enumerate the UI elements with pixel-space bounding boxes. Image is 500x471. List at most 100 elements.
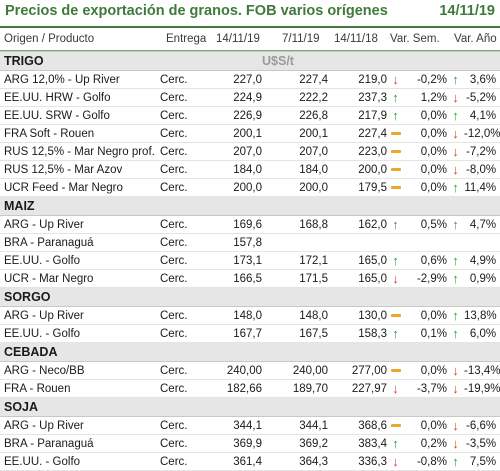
delivery-cell: Cerc.: [160, 251, 206, 270]
week-change-cell: -3,7%: [404, 379, 447, 398]
price-prev-year-cell: 227,97: [328, 379, 387, 398]
year-indicator-cell: ↑: [447, 215, 464, 234]
price-prev-week-cell: 171,5: [262, 269, 328, 288]
delivery-cell: Cerc.: [160, 88, 206, 107]
price-current-cell: 169,6: [206, 215, 262, 234]
origin-cell: RUS 12,5% - Mar Azov: [0, 160, 160, 179]
week-indicator-cell: [387, 361, 404, 380]
table-row: FRA Soft - Rouen Cerc. 200,1 200,1 227,4 0,0%…: [0, 124, 500, 143]
week-change-cell: 0,0%: [404, 416, 447, 435]
arrow-down-icon: ↓: [452, 125, 459, 141]
report-date: 14/11/19: [439, 3, 495, 19]
arrow-down-icon: ↓: [392, 453, 399, 469]
price-prev-week-cell: 167,5: [262, 324, 328, 343]
arrow-up-icon: ↑: [452, 453, 459, 469]
price-prev-week-cell: [262, 233, 328, 252]
price-prev-week-cell: 184,0: [262, 160, 328, 179]
origin-cell: RUS 12,5% - Mar Negro prof.: [0, 142, 160, 161]
delivery-cell: Cerc.: [160, 361, 206, 380]
week-change-cell: 0,0%: [404, 124, 447, 143]
arrow-down-icon: ↓: [452, 161, 459, 177]
week-indicator-cell: [387, 233, 404, 252]
delivery-cell: Cerc.: [160, 142, 206, 161]
section-name: CEBADA: [0, 342, 262, 362]
section-name: SORGO: [0, 287, 262, 307]
table-row: ARG 12,0% - Up River Cerc. 227,0 227,4 219,0…: [0, 70, 500, 89]
price-current-cell: 240,00: [206, 361, 262, 380]
origin-cell: EE.UU. - Golfo: [0, 251, 160, 270]
table-row: EE.UU. - Golfo Cerc. 361,4 364,3 336,3 ↓ -0,8%…: [0, 452, 500, 471]
week-indicator-cell: ↑: [387, 434, 404, 453]
delivery-cell: Cerc.: [160, 269, 206, 288]
unchanged-dash-icon: [390, 185, 401, 189]
arrow-down-icon: ↓: [452, 380, 459, 396]
week-indicator-cell: [387, 416, 404, 435]
origin-cell: ARG 12,0% - Up River: [0, 70, 160, 89]
year-change-cell: -13,4%: [464, 361, 500, 380]
week-change-cell: 0,6%: [404, 251, 447, 270]
arrow-up-icon: ↑: [392, 435, 399, 451]
week-change-cell: 0,0%: [404, 306, 447, 325]
year-indicator-cell: ↑: [447, 178, 464, 197]
col-year-header: Var. Año: [454, 33, 497, 45]
week-change-cell: 0,5%: [404, 215, 447, 234]
arrow-up-icon: ↑: [392, 89, 399, 105]
unit-empty: [262, 287, 500, 307]
year-change-cell: -12,0%: [464, 124, 500, 143]
price-table: TRIGO U$S/t ARG 12,0% - Up River Cerc. 227,0…: [0, 51, 500, 471]
year-change-cell: [464, 233, 500, 252]
price-prev-week-cell: 200,0: [262, 178, 328, 197]
table-row: ARG - Up River Cerc. 148,0 148,0 130,0 0,0% ↑ 1…: [0, 306, 500, 325]
price-current-cell: 167,7: [206, 324, 262, 343]
price-prev-year-cell: 336,3: [328, 452, 387, 471]
price-prev-year-cell: 165,0: [328, 269, 387, 288]
year-change-cell: 6,0%: [464, 324, 500, 343]
year-indicator-cell: ↓: [447, 379, 464, 398]
price-prev-week-cell: 240,00: [262, 361, 328, 380]
week-change-cell: 0,2%: [404, 434, 447, 453]
year-change-cell: -8,0%: [464, 160, 500, 179]
price-prev-year-cell: 368,6: [328, 416, 387, 435]
week-change-cell: 0,1%: [404, 324, 447, 343]
price-current-cell: 148,0: [206, 306, 262, 325]
year-change-cell: -3,5%: [464, 434, 500, 453]
year-change-cell: 3,6%: [464, 70, 500, 89]
year-indicator-cell: ↓: [447, 142, 464, 161]
price-prev-year-cell: 223,0: [328, 142, 387, 161]
year-change-cell: -7,2%: [464, 142, 500, 161]
price-prev-week-cell: 207,0: [262, 142, 328, 161]
year-indicator-cell: ↓: [447, 88, 464, 107]
price-prev-year-cell: [328, 233, 387, 252]
unit-empty: [262, 342, 500, 362]
arrow-down-icon: ↓: [452, 417, 459, 433]
price-current-cell: 182,66: [206, 379, 262, 398]
arrow-down-icon: ↓: [452, 362, 459, 378]
origin-cell: FRA Soft - Rouen: [0, 124, 160, 143]
price-prev-week-cell: 200,1: [262, 124, 328, 143]
week-change-cell: 1,2%: [404, 88, 447, 107]
price-prev-year-cell: 165,0: [328, 251, 387, 270]
week-indicator-cell: [387, 306, 404, 325]
price-current-cell: 184,0: [206, 160, 262, 179]
title-bar: Precios de exportación de granos. FOB va…: [0, 0, 500, 28]
col-origin-header: Origen / Producto: [4, 33, 95, 45]
price-current-cell: 200,1: [206, 124, 262, 143]
table-row: ARG - Neco/BB Cerc. 240,00 240,00 277,00 0,0%…: [0, 361, 500, 380]
delivery-cell: Cerc.: [160, 70, 206, 89]
week-indicator-cell: ↑: [387, 88, 404, 107]
week-change-cell: [404, 233, 447, 252]
table-row: EE.UU. - Golfo Cerc. 167,7 167,5 158,3 ↑ 0,1% ↑…: [0, 324, 500, 343]
week-change-cell: 0,0%: [404, 142, 447, 161]
delivery-cell: Cerc.: [160, 416, 206, 435]
price-prev-week-cell: 172,1: [262, 251, 328, 270]
price-current-cell: 224,9: [206, 88, 262, 107]
price-current-cell: 200,0: [206, 178, 262, 197]
price-prev-week-cell: 226,8: [262, 106, 328, 125]
year-change-cell: 7,5%: [464, 452, 500, 471]
price-current-cell: 226,9: [206, 106, 262, 125]
price-prev-week-cell: 344,1: [262, 416, 328, 435]
week-indicator-cell: [387, 160, 404, 179]
origin-cell: EE.UU. SRW - Golfo: [0, 106, 160, 125]
arrow-down-icon: ↓: [392, 270, 399, 286]
arrow-up-icon: ↑: [452, 179, 459, 195]
